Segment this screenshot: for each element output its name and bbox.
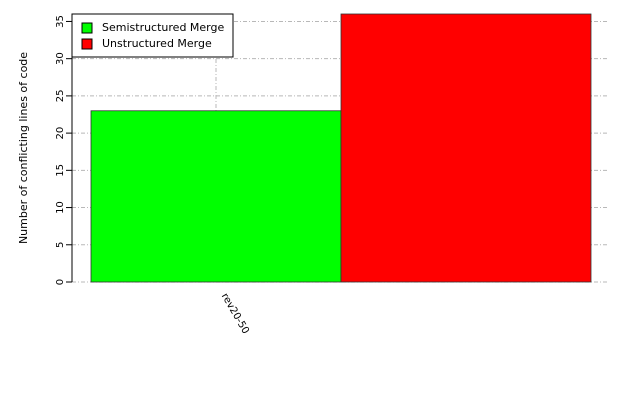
legend-swatch [81, 38, 93, 50]
y-tick-label: 15 [55, 164, 66, 177]
legend-label: Unstructured Merge [102, 37, 212, 50]
y-tick-label: 10 [55, 201, 66, 214]
legend-swatch [81, 22, 93, 34]
bar [340, 13, 592, 283]
y-tick-label: 25 [55, 90, 66, 103]
y-tick-label: 30 [55, 52, 66, 65]
y-tick-label: 20 [55, 127, 66, 140]
y-tick-label: 5 [55, 242, 66, 248]
y-tick-label: 0 [55, 279, 66, 285]
legend: Semistructured Merge Unstructured Merge [71, 13, 234, 58]
x-tick-label: rev20-50 [219, 292, 251, 336]
legend-box [71, 13, 234, 58]
y-tick-label: 35 [55, 15, 66, 28]
y-axis-label: Number of conflicting lines of code [17, 52, 30, 244]
legend-label: Semistructured Merge [102, 21, 224, 34]
bar [90, 110, 342, 283]
